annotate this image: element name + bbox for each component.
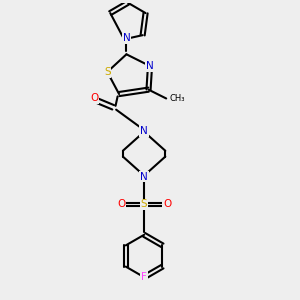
Text: N: N (140, 172, 148, 182)
Text: N: N (146, 61, 154, 71)
Text: O: O (117, 200, 125, 209)
Text: O: O (90, 94, 98, 103)
Text: CH₃: CH₃ (170, 94, 185, 103)
Text: N: N (123, 33, 130, 43)
Text: S: S (104, 67, 111, 77)
Text: S: S (141, 200, 147, 209)
Text: O: O (163, 200, 171, 209)
Text: N: N (140, 126, 148, 136)
Text: F: F (141, 272, 147, 282)
